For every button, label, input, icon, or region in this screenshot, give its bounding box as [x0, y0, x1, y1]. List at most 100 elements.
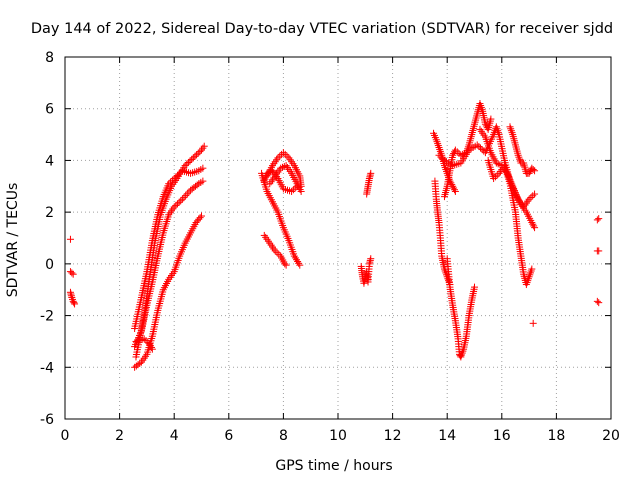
y-tick-label: 2 [45, 205, 54, 221]
data-point [367, 255, 375, 263]
data-point [490, 175, 498, 183]
data-point [367, 169, 375, 177]
data-point [293, 182, 301, 190]
data-point [528, 265, 536, 273]
data-point [595, 215, 603, 223]
data-point [271, 247, 279, 255]
data-point [282, 261, 290, 269]
data-point [525, 169, 533, 177]
data-point [146, 340, 154, 348]
data-point [531, 224, 539, 232]
data-point [296, 261, 304, 269]
x-axis-label: GPS time / hours [275, 458, 392, 474]
data-point [453, 148, 461, 156]
data-point [531, 167, 539, 175]
data-point [593, 216, 601, 224]
data-point [142, 337, 150, 345]
data-point [281, 260, 289, 268]
data-point [140, 335, 148, 343]
data-point [277, 164, 285, 172]
data-point [494, 160, 502, 168]
axis-ticks: 0 2 4 6 8 10 12 14 16 18 20 -6 -4 -2 0 2 4 6 8 [40, 50, 620, 444]
data-point [267, 168, 275, 176]
data-point [186, 157, 194, 165]
data-point [450, 186, 458, 194]
data-point [527, 193, 535, 201]
data-point [274, 154, 282, 162]
x-tick-label: 16 [493, 428, 511, 444]
data-point [275, 250, 283, 258]
data-point [435, 151, 443, 159]
data-point [294, 258, 302, 266]
data-point [263, 169, 271, 177]
data-point [528, 218, 536, 226]
data-point [198, 212, 205, 220]
x-tick-label: 14 [438, 428, 456, 444]
data-point [200, 142, 208, 150]
y-tick-label: -4 [40, 360, 54, 376]
grid [65, 57, 611, 419]
data-point [147, 342, 155, 350]
data-point [136, 359, 144, 367]
x-tick-label: 20 [602, 428, 620, 444]
data-point [178, 195, 186, 203]
data-point [191, 152, 199, 160]
data-point [70, 299, 78, 307]
data-point [529, 192, 537, 200]
data-point [170, 203, 178, 211]
data-point [437, 153, 445, 161]
data-point [193, 181, 201, 189]
data-point [529, 220, 537, 228]
data-point [593, 297, 601, 305]
data-point [451, 146, 459, 154]
x-tick-label: 10 [329, 428, 347, 444]
x-tick-label: 2 [115, 428, 124, 444]
data-point [175, 198, 183, 206]
data-point [173, 200, 181, 208]
y-tick-label: 0 [45, 257, 54, 273]
x-tick-label: 18 [547, 428, 565, 444]
data-point [196, 214, 204, 222]
x-tick-label: 6 [224, 428, 233, 444]
data-point [451, 187, 459, 195]
data-point [289, 186, 297, 194]
data-point [199, 177, 207, 185]
data-point [297, 187, 305, 195]
data-point [291, 184, 299, 192]
data-point [473, 141, 481, 149]
data-point [68, 269, 76, 277]
data-point [177, 197, 185, 205]
data-point [172, 201, 180, 209]
data-point [450, 184, 458, 192]
y-tick-label: -6 [40, 412, 54, 428]
data-point [475, 142, 483, 150]
data-points [66, 100, 603, 371]
data-point [189, 154, 197, 162]
data-point [531, 190, 539, 198]
x-tick-label: 8 [279, 428, 288, 444]
data-point [148, 345, 156, 353]
x-tick-label: 4 [170, 428, 179, 444]
data-point [478, 146, 486, 154]
data-point [595, 247, 603, 255]
data-point [183, 190, 191, 198]
data-point [276, 152, 284, 160]
x-tick-label: 12 [384, 428, 402, 444]
data-point [183, 160, 191, 168]
data-point [180, 193, 188, 201]
data-point [491, 173, 499, 181]
data-point [66, 235, 74, 243]
data-point [290, 252, 298, 260]
data-point [273, 249, 281, 257]
data-point [293, 256, 301, 264]
data-point [181, 162, 189, 170]
y-axis-label: SDTVAR / TECUs [5, 183, 21, 298]
data-point [477, 144, 485, 152]
data-point [529, 319, 537, 327]
data-point [196, 148, 204, 156]
y-tick-label: -2 [40, 309, 54, 325]
data-point [530, 222, 538, 230]
data-point [182, 192, 190, 200]
